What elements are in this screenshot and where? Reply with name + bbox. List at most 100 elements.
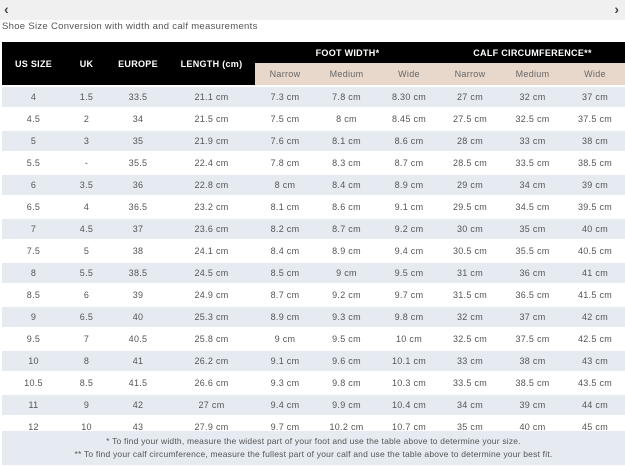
table-cell: 27.5 cm (440, 107, 500, 130)
table-cell: 10.5 (2, 371, 65, 394)
table-cell: 40 cm (565, 217, 625, 240)
chevron-right-icon[interactable]: › (614, 1, 619, 17)
table-cell: 9.5 cm (315, 327, 378, 350)
table-cell: 38 (108, 239, 168, 262)
table-cell: 8.1 cm (315, 129, 378, 152)
table-cell: 32 cm (440, 305, 500, 328)
size-table: US SIZE UK EUROPE LENGTH (cm) FOOT WIDTH… (2, 42, 625, 437)
table-row: 5.5-35.5 22.4 cm 7.8 cm 8.3 cm 8.7 cm 28.5 cm… (2, 151, 625, 174)
table-cell: 23.2 cm (168, 195, 255, 218)
table-cell: 2 (65, 107, 108, 130)
table-cell: 29 cm (440, 173, 500, 196)
header-uk: UK (65, 42, 108, 86)
table-cell: 8.3 cm (315, 151, 378, 174)
table-cell: 31.5 cm (440, 283, 500, 306)
table-cell: 7.8 cm (315, 85, 378, 108)
table-cell: 6.5 (65, 305, 108, 328)
footnotes: * To find your width, measure the widest… (2, 431, 625, 465)
table-cell: 3.5 (65, 173, 108, 196)
table-cell: 4 (2, 85, 65, 108)
table-cell: 27 cm (168, 393, 255, 416)
table-cell: 8.7 cm (315, 217, 378, 240)
chevron-left-icon[interactable]: ‹ (4, 1, 9, 17)
table-cell: 8.4 cm (315, 173, 378, 196)
table-cell: 38.5 cm (565, 151, 625, 174)
table-cell: 32.5 cm (500, 107, 565, 130)
table-cell: 9.7 cm (378, 283, 440, 306)
table-cell: 8.5 (2, 283, 65, 306)
table-cell: 7.8 cm (255, 151, 315, 174)
table-cell: 4.5 (65, 217, 108, 240)
table-cell: 26.2 cm (168, 349, 255, 372)
table-cell: 7.3 cm (255, 85, 315, 108)
table-cell: 42 cm (565, 305, 625, 328)
table-cell: 43.5 cm (565, 371, 625, 394)
table-cell: 8.9 cm (255, 305, 315, 328)
table-cell: 8.7 cm (378, 151, 440, 174)
table-row: 8.5 6 39 24.9 cm 8.7 cm 9.2 cm 9.7 cm 31.5 cm 36… (2, 283, 625, 306)
table-cell: 4.5 (2, 107, 65, 130)
header-calf: CALF CIRCUMFERENCE** (440, 42, 625, 63)
footnote-calf: ** To find your calf circumference, meas… (74, 449, 553, 459)
table-cell: 11 (2, 393, 65, 416)
table-cell: 37.5 cm (565, 107, 625, 130)
table-cell: 41.5 cm (565, 283, 625, 306)
table-cell: 40.5 (108, 327, 168, 350)
table-cell: 9.4 cm (378, 239, 440, 262)
table-cell: 37 (108, 217, 168, 240)
header-us-size: US SIZE (2, 42, 65, 86)
table-cell: 8.5 cm (255, 261, 315, 284)
table-cell: 41.5 (108, 371, 168, 394)
table-cell: 42.5 cm (565, 327, 625, 350)
table-cell: 8.5 (65, 371, 108, 394)
table-cell: 6 (2, 173, 65, 196)
table-cell: 8 (2, 261, 65, 284)
table-cell: 24.1 cm (168, 239, 255, 262)
table-cell: 8 (65, 349, 108, 372)
table-cell: 24.9 cm (168, 283, 255, 306)
header-europe: EUROPE (108, 42, 168, 86)
subheader-narrow: Narrow (440, 63, 500, 86)
table-cell: 39 cm (500, 393, 565, 416)
table-cell: 41 (108, 349, 168, 372)
table-cell: 9.6 cm (315, 349, 378, 372)
table-cell: 3 (65, 129, 108, 152)
table-row: 6.5 4 36.5 23.2 cm 8.1 cm 8.6 cm 9.1 cm 29.5 cm… (2, 195, 625, 218)
table-cell: 38 cm (500, 349, 565, 372)
table-cell: 33.5 (108, 85, 168, 108)
table-cell: 21.9 cm (168, 129, 255, 152)
table-cell: 39.5 cm (565, 195, 625, 218)
table-cell: 9 cm (315, 261, 378, 284)
table-cell: 37.5 cm (500, 327, 565, 350)
header-length: LENGTH (cm) (168, 42, 255, 86)
table-cell: 10 cm (378, 327, 440, 350)
table-cell: 34 (108, 107, 168, 130)
table-cell: 9.1 cm (378, 195, 440, 218)
subheader-medium: Medium (500, 63, 565, 86)
table-cell: 35.5 cm (500, 239, 565, 262)
table-cell: 36 (108, 173, 168, 196)
table-cell: 38.5 cm (500, 371, 565, 394)
table-row: 5 3 35 21.9 cm 7.6 cm 8.1 cm 8.6 cm 28 cm 33 cm 3… (2, 129, 625, 152)
table-cell: 9.4 cm (255, 393, 315, 416)
subheader-medium: Medium (315, 63, 378, 86)
table-cell: 25.8 cm (168, 327, 255, 350)
table-cell: 9.3 cm (315, 305, 378, 328)
table-row: 11 9 42 27 cm 9.4 cm 9.9 cm 10.4 cm 34 cm 39 cm 4… (2, 393, 625, 416)
table-cell: 8.7 cm (255, 283, 315, 306)
table-cell: 9.1 cm (255, 349, 315, 372)
table-cell: 25.3 cm (168, 305, 255, 328)
table-row: 4.5 2 34 21.5 cm 7.5 cm 8 cm 8.45 cm 27.5 cm 32.… (2, 107, 625, 130)
table-cell: 38 cm (565, 129, 625, 152)
table-cell: 33.5 cm (500, 151, 565, 174)
table-cell: 23.6 cm (168, 217, 255, 240)
table-row: 10 8 41 26.2 cm 9.1 cm 9.6 cm 10.1 cm 33 cm 38 c… (2, 349, 625, 372)
table-cell: 6 (65, 283, 108, 306)
table-cell: 35 (108, 129, 168, 152)
table-row: 7.5 5 38 24.1 cm 8.4 cm 8.9 cm 9.4 cm 30.5 cm 35… (2, 239, 625, 262)
table-cell: 8.6 cm (378, 129, 440, 152)
table-cell: 9 (2, 305, 65, 328)
table-cell: 34 cm (440, 393, 500, 416)
table-cell: 39 cm (565, 173, 625, 196)
table-cell: 8 cm (255, 173, 315, 196)
